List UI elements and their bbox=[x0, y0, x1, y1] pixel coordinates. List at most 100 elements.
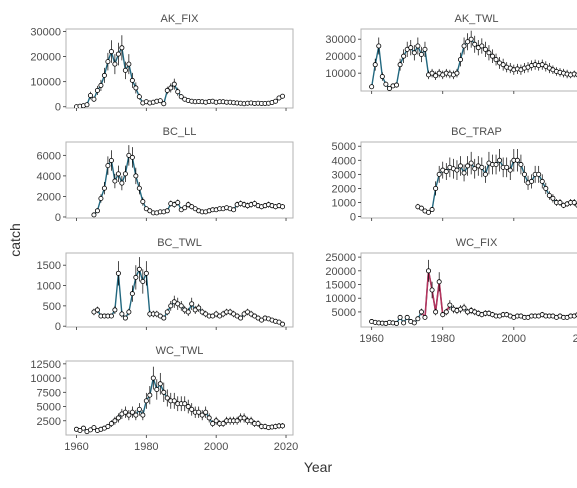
data-point bbox=[122, 315, 128, 321]
data-point bbox=[440, 312, 446, 318]
data-point bbox=[171, 398, 177, 404]
data-point bbox=[426, 209, 432, 215]
data-point bbox=[280, 93, 286, 99]
data-point bbox=[461, 305, 467, 311]
data-point bbox=[94, 87, 100, 93]
data-point bbox=[418, 51, 424, 57]
data-point bbox=[199, 412, 205, 418]
panel-border bbox=[360, 141, 577, 219]
data-point bbox=[418, 309, 424, 315]
data-point bbox=[397, 314, 403, 320]
data-point bbox=[105, 423, 111, 429]
data-point bbox=[98, 195, 104, 201]
y-tick-label: 10000 bbox=[30, 373, 61, 385]
data-point bbox=[376, 43, 382, 49]
panel-border bbox=[65, 28, 294, 109]
data-point bbox=[115, 270, 121, 276]
y-tick-label: 7500 bbox=[37, 387, 61, 399]
data-point bbox=[98, 82, 104, 88]
data-point bbox=[546, 192, 552, 198]
panel-data bbox=[415, 149, 577, 215]
data-point bbox=[157, 98, 163, 104]
data-point bbox=[415, 43, 421, 49]
data-point bbox=[472, 41, 478, 47]
y-tick-label: 6000 bbox=[37, 150, 61, 162]
data-point bbox=[94, 307, 100, 313]
data-point bbox=[175, 89, 181, 95]
y-tick-label: 3000 bbox=[332, 169, 356, 181]
data-point bbox=[500, 62, 506, 68]
data-point bbox=[119, 311, 125, 317]
data-point bbox=[404, 314, 410, 320]
data-point bbox=[465, 163, 471, 169]
data-point bbox=[383, 81, 389, 87]
x-tick-label: 2020 bbox=[573, 333, 577, 345]
data-point bbox=[571, 200, 577, 206]
y-tick-label: 2000 bbox=[37, 191, 61, 203]
panel-data bbox=[369, 259, 577, 326]
x-tick-label: 2000 bbox=[204, 441, 228, 453]
data-point bbox=[119, 180, 125, 186]
data-point bbox=[108, 157, 114, 163]
y-tick-label: 12500 bbox=[30, 359, 61, 371]
data-point bbox=[115, 415, 121, 421]
data-point bbox=[507, 167, 513, 173]
panel-bc-trap: BC_TRAP 0 1000 2000 3000 4000 5000 bbox=[332, 126, 577, 224]
x-tick-label: 1980 bbox=[430, 333, 454, 345]
y-tick-label: 25000 bbox=[325, 252, 356, 264]
y-tick-label: 5000 bbox=[37, 402, 61, 414]
data-point bbox=[443, 309, 449, 315]
data-point bbox=[454, 70, 460, 76]
y-tick-label: 4000 bbox=[37, 171, 61, 183]
data-point bbox=[280, 321, 286, 327]
data-point bbox=[112, 178, 118, 184]
data-point bbox=[518, 162, 524, 168]
y-tick-label: 0 bbox=[350, 212, 356, 224]
data-point bbox=[91, 212, 97, 218]
data-point bbox=[372, 62, 378, 68]
y-tick-label: 5000 bbox=[332, 141, 356, 153]
data-point bbox=[433, 185, 439, 191]
data-point bbox=[161, 315, 167, 321]
data-point bbox=[550, 195, 556, 201]
data-point bbox=[77, 427, 83, 433]
data-point bbox=[108, 49, 114, 55]
data-point bbox=[422, 46, 428, 52]
data-point bbox=[112, 61, 118, 67]
data-point bbox=[196, 409, 202, 415]
data-point bbox=[482, 171, 488, 177]
data-point bbox=[493, 57, 499, 63]
data-point bbox=[122, 409, 128, 415]
data-point bbox=[108, 421, 114, 427]
panel-data bbox=[369, 30, 577, 91]
data-point bbox=[154, 386, 160, 392]
data-point bbox=[401, 53, 407, 59]
panel-bc-ll: BC_LL 0 2000 4000 6000 bbox=[37, 126, 294, 224]
panel-data bbox=[73, 366, 286, 435]
data-point bbox=[115, 51, 121, 57]
data-point bbox=[458, 163, 464, 169]
data-point bbox=[468, 160, 474, 166]
panel-border bbox=[65, 360, 294, 436]
data-point bbox=[171, 81, 177, 87]
data-point bbox=[411, 320, 417, 326]
data-point bbox=[133, 412, 139, 418]
data-point bbox=[168, 85, 174, 91]
y-tick-label: 5000 bbox=[332, 307, 356, 319]
panel-border bbox=[360, 252, 577, 328]
data-point bbox=[482, 46, 488, 52]
data-point bbox=[418, 205, 424, 211]
data-point bbox=[94, 208, 100, 214]
data-point bbox=[129, 154, 135, 160]
data-point bbox=[386, 85, 392, 91]
data-point bbox=[101, 72, 107, 78]
data-point bbox=[108, 313, 114, 319]
data-point bbox=[147, 392, 153, 398]
data-point bbox=[161, 101, 167, 107]
data-point bbox=[157, 381, 163, 387]
data-point bbox=[411, 50, 417, 56]
y-tick-label: 0 bbox=[55, 212, 61, 224]
data-point bbox=[140, 199, 146, 205]
